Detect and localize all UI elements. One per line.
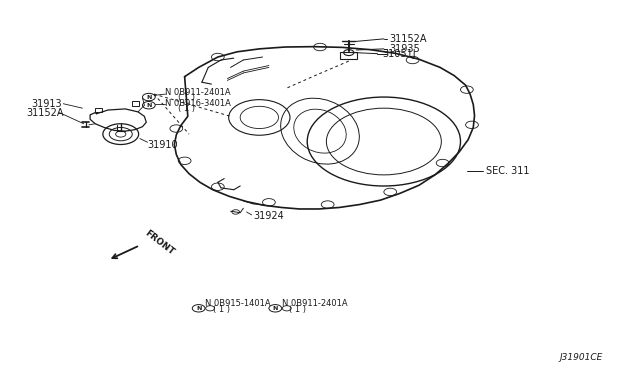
Text: N 0B911-2401A: N 0B911-2401A — [282, 299, 348, 308]
Text: 31152A: 31152A — [26, 108, 64, 118]
Text: SEC. 311: SEC. 311 — [486, 166, 529, 176]
Text: ( 1 ): ( 1 ) — [178, 93, 195, 102]
Text: N: N — [146, 103, 152, 108]
Text: N: N — [146, 94, 152, 100]
Text: N 0B911-2401A: N 0B911-2401A — [166, 88, 231, 97]
Text: ( 1 ): ( 1 ) — [178, 105, 195, 113]
Text: FRONT: FRONT — [143, 228, 175, 257]
Text: 31910: 31910 — [148, 140, 178, 150]
Text: N: N — [196, 306, 202, 311]
Text: ( 1 ): ( 1 ) — [289, 305, 307, 314]
Text: 31935: 31935 — [389, 44, 420, 54]
Text: ( 1 ): ( 1 ) — [212, 305, 230, 314]
Text: N 0B916-3401A: N 0B916-3401A — [166, 99, 231, 108]
Text: J31901CE: J31901CE — [559, 353, 603, 362]
Text: N: N — [273, 306, 278, 311]
Text: 31051J: 31051J — [383, 49, 416, 59]
Text: N 0B915-1401A: N 0B915-1401A — [205, 299, 271, 308]
Text: 31152A: 31152A — [389, 34, 426, 44]
Text: 31913: 31913 — [31, 99, 62, 109]
Text: 31924: 31924 — [253, 211, 284, 221]
